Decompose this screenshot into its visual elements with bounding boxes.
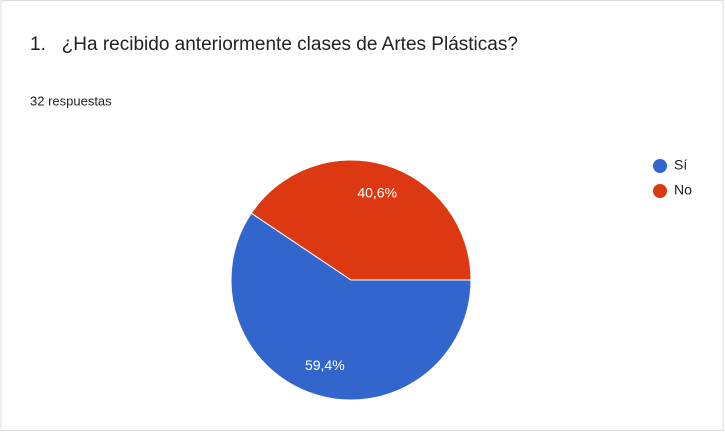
- slice-label: 40,6%: [357, 185, 397, 201]
- legend-swatch: [653, 184, 667, 198]
- chart-subtitle: 32 respuestas: [30, 93, 112, 108]
- legend-label: Sí: [674, 157, 687, 173]
- slice-label: 59,4%: [305, 357, 345, 373]
- chart-title: 1. ¿Ha recibido anteriormente clases de …: [30, 34, 518, 55]
- pie-slice: [250, 159, 472, 281]
- pie-slice: [230, 212, 472, 401]
- legend-label: No: [674, 182, 692, 198]
- legend-swatch: [653, 159, 667, 173]
